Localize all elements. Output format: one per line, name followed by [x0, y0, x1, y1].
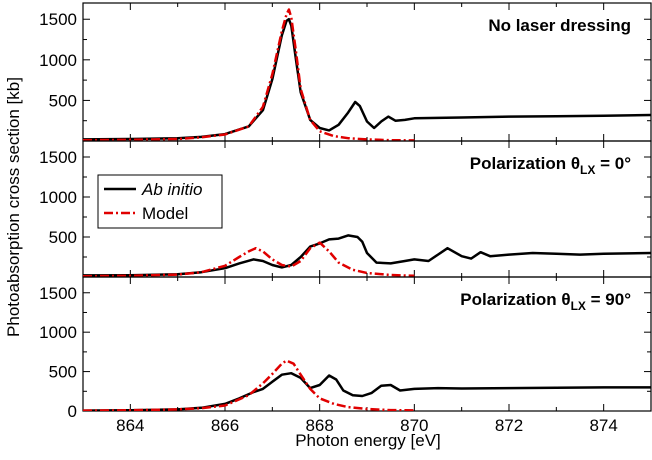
legend-box [97, 174, 223, 229]
series-ab-initio-line [83, 17, 651, 141]
panel-1: 500 1000 1500 No laser dressing [39, 2, 652, 142]
legend-label-model: Model [142, 204, 188, 223]
series-group [83, 234, 651, 277]
series-model-line [83, 241, 415, 277]
x-axis-title: Photon energy [eV] [295, 431, 441, 450]
y-tick-label: 0 [68, 402, 77, 421]
y-tick-label: 1500 [39, 10, 77, 29]
panel-title: Polarization θLX = 0° [470, 154, 631, 177]
legend-label-ab-initio: Ab initio [141, 180, 202, 199]
x-tick-label: 872 [495, 416, 523, 435]
y-tick-label: 1500 [39, 148, 77, 167]
chart-panels: 500 1000 1500 No laser dressing 500 1000 1500 P… [39, 2, 652, 435]
panel-title: Polarization θLX = 90° [460, 290, 631, 313]
x-tick-label: 864 [116, 416, 144, 435]
x-tick-label: 870 [400, 416, 428, 435]
panel-2: 500 1000 1500 Polarization θLX = 0° [39, 140, 652, 278]
y-tick-label: 1000 [39, 188, 77, 207]
panel-title: No laser dressing [488, 16, 631, 35]
series-group [83, 359, 651, 411]
y-tick-label: 500 [49, 91, 77, 110]
y-tick-label: 1500 [39, 284, 77, 303]
series-model-line [83, 8, 415, 141]
y-tick-label: 500 [49, 363, 77, 382]
panel-3: 0 500 1000 1500 Polarization θLX = 90° [39, 276, 652, 421]
series-group [83, 8, 651, 141]
x-tick-label: 868 [305, 416, 333, 435]
y-axis-title: Photoabsorption cross section [kb] [4, 77, 23, 337]
x-tick-label: 874 [589, 416, 617, 435]
series-ab-initio-line [83, 371, 651, 411]
x-tick-label: 866 [211, 416, 239, 435]
series-ab-initio-line [83, 234, 651, 277]
legend: Ab initio Model [97, 174, 223, 229]
y-tick-label: 500 [49, 228, 77, 247]
y-tick-label: 1000 [39, 51, 77, 70]
series-model-line [83, 359, 415, 411]
y-tick-label: 1000 [39, 323, 77, 342]
